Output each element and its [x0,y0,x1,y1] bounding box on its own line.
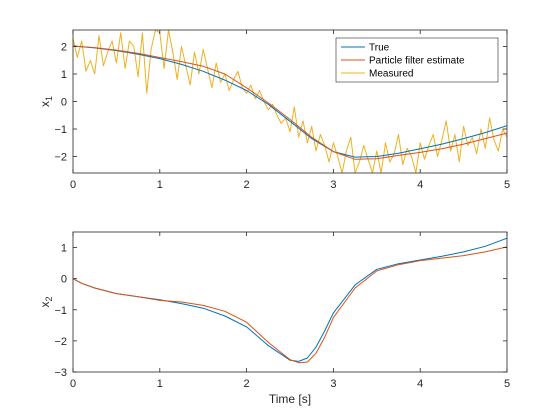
x-tick-label: 0 [70,179,76,191]
x-tick-label: 2 [244,378,250,390]
x-tick-label: 3 [330,378,336,390]
x-tick-label: 5 [504,179,510,191]
plot-area [73,232,507,372]
x-axis-label: Time [s] [269,392,311,406]
y-tick-label: 0 [61,274,67,286]
axes-box [72,231,508,373]
x-tick-label: 1 [157,378,163,390]
legend-entry-label: True [369,43,390,54]
y-tick-label: 1 [61,243,67,255]
x-tick-label: 1 [157,179,163,191]
y-tick-label: 0 [61,97,67,109]
x-tick-label: 4 [417,378,423,390]
x-tick-label: 5 [504,378,510,390]
legend-entry-label: Measured [369,69,413,80]
series-line-estimate [73,246,507,364]
y-tick-label: 2 [61,42,67,54]
x-tick-label: 0 [70,378,76,390]
series-line-true [73,45,507,158]
x-tick-label: 3 [330,179,336,191]
series-line-estimate [73,45,507,160]
y-tick-label: −1 [54,305,67,317]
top-axes: 0 1 2 3 4 5 −2 −1 0 1 2 x1 True Particle filter estim… [38,29,510,191]
legend: True Particle filter estimate Measured [335,37,499,83]
y-tick-label: −3 [54,367,67,379]
y-tick-label: 1 [61,69,67,81]
x-tick-label: 2 [244,179,250,191]
y-tick-label: −1 [54,124,67,136]
y-tick-label: −2 [54,152,67,164]
series-line-measured [73,30,507,173]
x-tick-label: 4 [417,179,423,191]
bottom-axes: 0 1 2 3 4 5 −3 −2 −1 0 1 x2 Time [s] [38,231,510,406]
y-tick-label: −2 [54,336,67,348]
y-axis-label: x2 [38,296,54,307]
legend-entry-label: Particle filter estimate [369,56,465,67]
y-axis-label: x1 [38,96,54,107]
